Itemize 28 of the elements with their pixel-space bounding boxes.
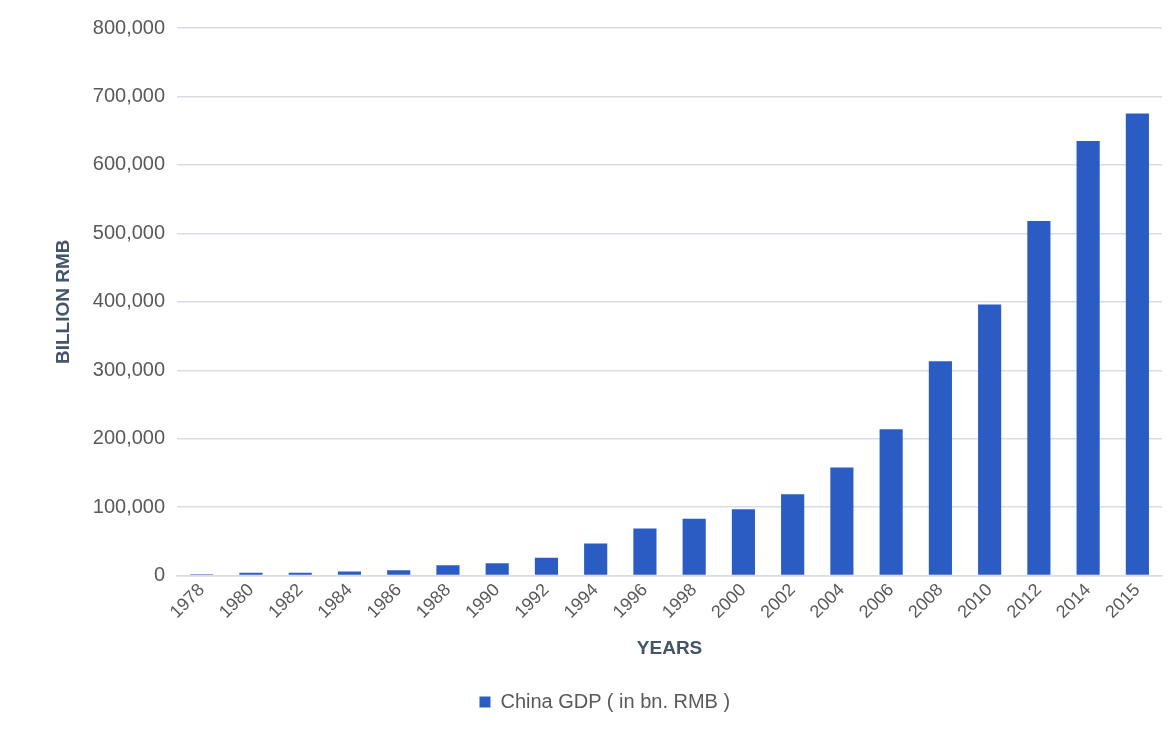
bar — [1076, 140, 1100, 575]
y-tick-label: 800,000 — [92, 15, 166, 38]
bar — [928, 361, 952, 575]
bar — [633, 528, 657, 575]
y-tick-label: 0 — [153, 563, 166, 586]
bar — [879, 429, 903, 575]
y-tick-label: 100,000 — [92, 494, 166, 517]
y-tick-label: 200,000 — [92, 426, 166, 449]
bar — [731, 509, 755, 575]
bar — [830, 467, 854, 575]
y-tick-label: 700,000 — [92, 83, 166, 106]
bar — [584, 543, 608, 575]
y-axis-title: BILLION RMB — [51, 239, 73, 365]
bar — [534, 557, 559, 575]
bar — [485, 563, 509, 575]
y-tick-label: 600,000 — [92, 152, 166, 175]
bar — [387, 570, 411, 575]
y-tick-label: 300,000 — [92, 357, 166, 380]
legend-label: China GDP ( in bn. RMB ) — [500, 689, 731, 712]
bar — [1125, 113, 1149, 575]
bar — [978, 304, 1002, 575]
x-axis-title: YEARS — [636, 636, 703, 658]
bar — [1027, 221, 1051, 575]
y-tick-label: 500,000 — [92, 220, 166, 243]
bar — [682, 518, 706, 575]
bar — [436, 565, 460, 575]
bar — [781, 494, 805, 575]
y-tick-label: 400,000 — [92, 289, 166, 312]
